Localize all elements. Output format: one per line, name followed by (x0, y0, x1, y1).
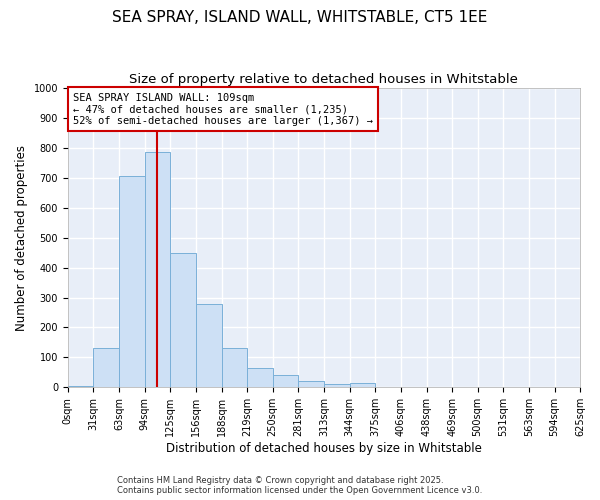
Bar (170, 252, 196, 388)
Text: Contains HM Land Registry data © Crown copyright and database right 2025.
Contai: Contains HM Land Registry data © Crown c… (118, 476, 482, 495)
Title: Size of property relative to detached houses in Whitstable: Size of property relative to detached ho… (130, 72, 518, 86)
Y-axis label: Number of detached properties: Number of detached properties (15, 144, 28, 330)
Bar (298, 381, 324, 388)
Bar (350, 383, 375, 388)
Bar (196, 304, 222, 388)
Bar (119, 176, 145, 388)
Bar (272, 376, 298, 388)
X-axis label: Distribution of detached houses by size in Whitstable: Distribution of detached houses by size … (166, 442, 482, 455)
Bar (93, 348, 119, 388)
Text: SEA SPRAY ISLAND WALL: 109sqm
← 47% of detached houses are smaller (1,235)
52% o: SEA SPRAY ISLAND WALL: 109sqm ← 47% of d… (73, 92, 373, 126)
Bar (145, 152, 170, 388)
Text: SEA SPRAY, ISLAND WALL, WHITSTABLE, CT5 1EE: SEA SPRAY, ISLAND WALL, WHITSTABLE, CT5 … (112, 10, 488, 25)
Bar (247, 368, 272, 388)
Bar (222, 348, 247, 388)
Bar (324, 384, 350, 388)
Bar (68, 386, 93, 388)
